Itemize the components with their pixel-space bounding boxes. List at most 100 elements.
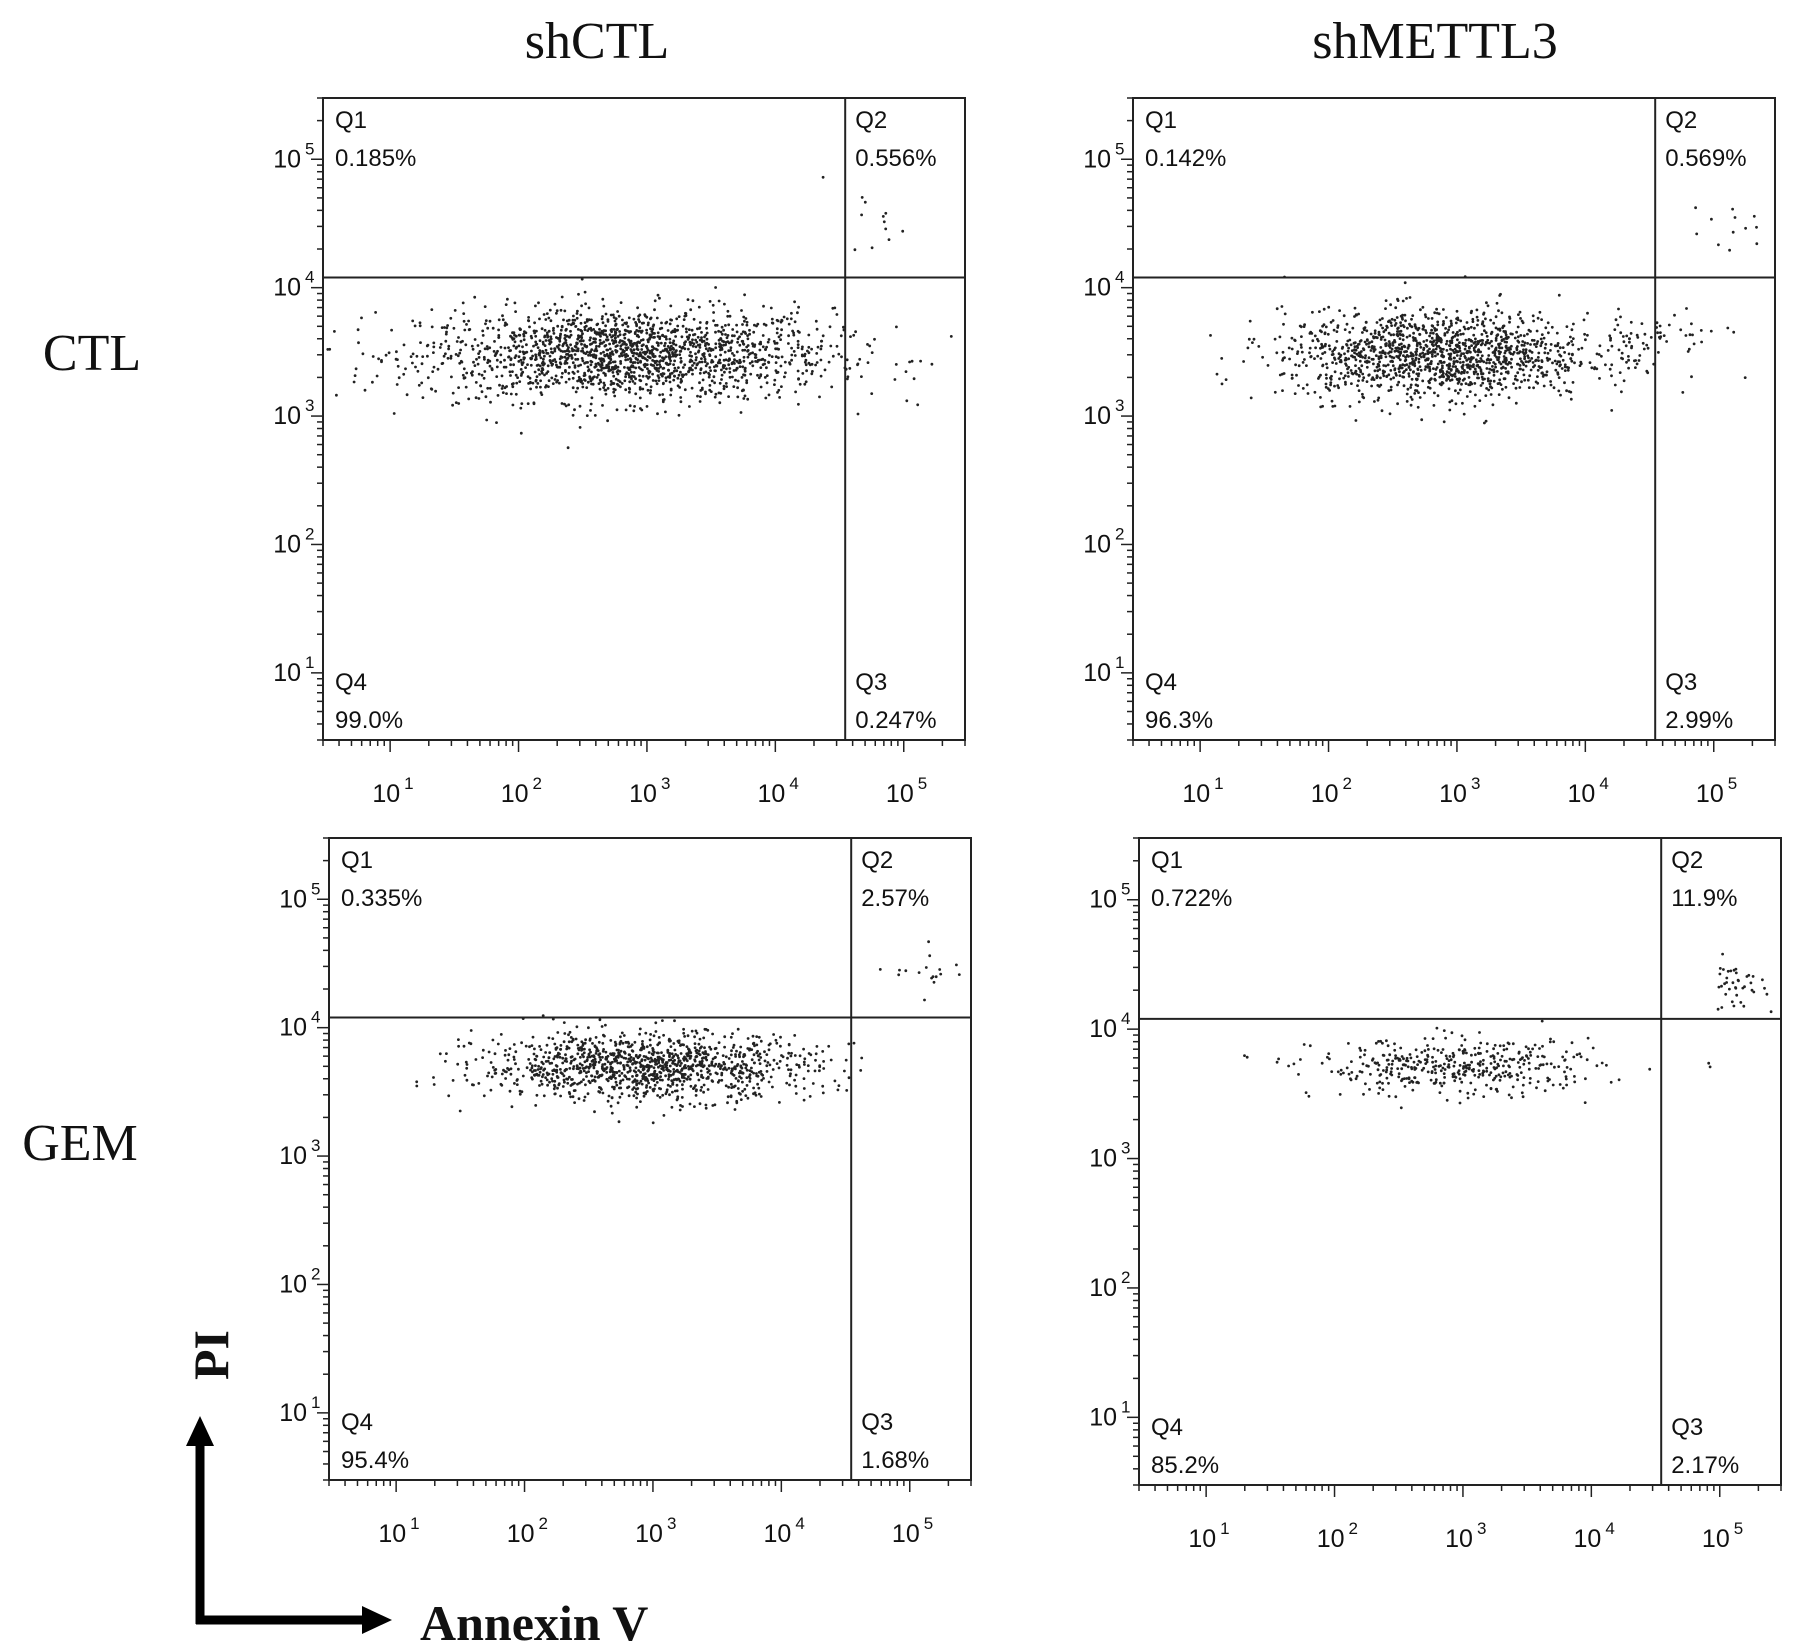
- event-dot: [558, 1052, 561, 1056]
- event-dot: [651, 348, 654, 352]
- event-dot: [1346, 367, 1349, 371]
- event-dot: [1461, 401, 1464, 405]
- event-dot: [1381, 351, 1385, 355]
- event-dot: [704, 370, 708, 374]
- event-dot: [1616, 323, 1620, 327]
- event-dot: [638, 320, 641, 324]
- event-dot: [518, 1092, 522, 1096]
- event-dot: [1353, 306, 1357, 310]
- event-dot: [1432, 344, 1435, 347]
- event-dot: [766, 1061, 770, 1064]
- event-dot: [1480, 372, 1484, 376]
- event-dot: [1700, 340, 1703, 344]
- event-dot: [802, 1047, 805, 1051]
- event-dot: [729, 1094, 733, 1098]
- event-dot: [1333, 370, 1337, 374]
- event-dot: [656, 344, 660, 347]
- event-dot: [609, 358, 613, 362]
- event-dot: [443, 326, 446, 329]
- event-dot: [571, 1037, 575, 1041]
- event-dot: [1629, 332, 1633, 335]
- event-dot: [717, 1065, 720, 1068]
- event-dot: [745, 323, 749, 327]
- event-dot: [649, 1073, 653, 1076]
- event-dot: [1373, 369, 1377, 373]
- event-dot: [515, 1083, 519, 1086]
- event-dot: [669, 304, 673, 308]
- event-dot: [821, 334, 825, 338]
- event-dot: [549, 319, 553, 323]
- event-dot: [698, 360, 702, 364]
- event-dot: [789, 1072, 792, 1076]
- event-dot: [551, 362, 554, 366]
- event-dot: [779, 1044, 782, 1048]
- event-dot: [1390, 1062, 1394, 1066]
- event-dot: [575, 312, 579, 315]
- event-dot: [666, 1083, 670, 1087]
- event-dot: [636, 1092, 639, 1096]
- event-dot: [605, 1058, 608, 1061]
- event-dot: [1470, 339, 1474, 343]
- event-dot: [753, 345, 756, 348]
- event-dot: [804, 363, 808, 367]
- event-dot: [614, 1080, 618, 1084]
- event-dot: [545, 1071, 549, 1075]
- event-dot: [1504, 359, 1508, 363]
- event-dot: [606, 1060, 610, 1064]
- event-dot: [534, 343, 538, 347]
- event-dot: [795, 1063, 799, 1066]
- event-dot: [658, 296, 661, 300]
- event-dot: [609, 383, 613, 386]
- event-dot: [586, 1056, 590, 1059]
- event-dot: [1300, 350, 1304, 354]
- event-dot: [1536, 375, 1539, 378]
- event-dot: [1557, 376, 1561, 379]
- event-dot: [644, 1031, 648, 1035]
- event-dot: [707, 375, 711, 379]
- event-dot: [579, 321, 583, 325]
- event-dot: [1573, 1080, 1577, 1084]
- event-dot: [546, 364, 550, 368]
- event-dot: [1397, 1072, 1401, 1076]
- event-dot: [566, 1077, 569, 1081]
- event-dot: [569, 333, 573, 337]
- event-dot: [748, 1077, 752, 1080]
- event-dot: [694, 358, 698, 362]
- event-dot: [626, 1060, 630, 1064]
- event-dot: [574, 325, 577, 328]
- event-dot: [1499, 372, 1503, 375]
- event-dot: [744, 1063, 748, 1066]
- event-dot: [563, 1032, 567, 1035]
- event-dot: [595, 332, 599, 336]
- event-dot: [415, 1084, 419, 1088]
- event-dot: [636, 306, 639, 310]
- event-dot: [1645, 369, 1649, 373]
- event-dot: [659, 341, 663, 345]
- event-dot: [675, 1098, 679, 1102]
- event-dot: [1498, 360, 1501, 364]
- event-dot: [563, 355, 567, 359]
- event-dot: [1325, 366, 1329, 370]
- event-dot: [1357, 389, 1361, 392]
- event-dot: [1484, 331, 1488, 335]
- event-dot: [567, 371, 571, 375]
- event-dot: [635, 1083, 638, 1087]
- event-dot: [723, 1045, 726, 1049]
- event-dot: [1445, 349, 1449, 352]
- event-dot: [671, 1083, 675, 1086]
- event-dot: [787, 322, 791, 326]
- event-dot: [551, 1037, 555, 1040]
- event-dot: [1398, 358, 1402, 362]
- y-tick-label: 10: [273, 659, 301, 687]
- event-dot: [1338, 355, 1342, 359]
- event-dot: [604, 312, 608, 316]
- event-dot: [548, 342, 551, 346]
- event-dot: [786, 1056, 789, 1060]
- event-dot: [1405, 392, 1409, 396]
- event-dot: [480, 373, 484, 377]
- event-dot: [1659, 335, 1663, 339]
- event-dot: [1465, 363, 1469, 367]
- event-dot: [533, 321, 536, 325]
- event-dot: [615, 1059, 618, 1062]
